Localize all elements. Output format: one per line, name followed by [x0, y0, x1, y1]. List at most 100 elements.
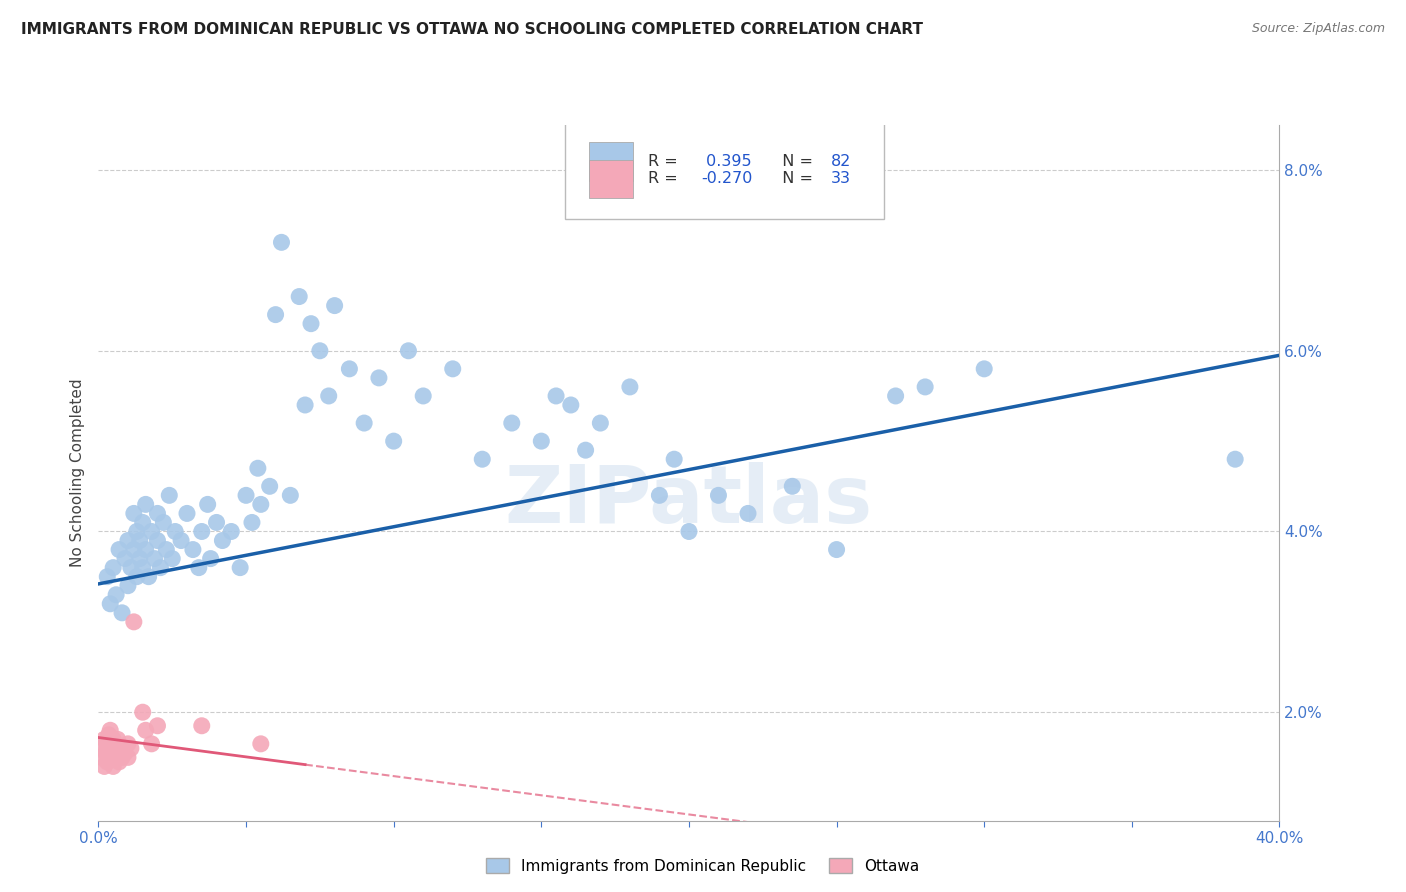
Point — [96, 569, 118, 583]
Point — [259, 479, 281, 493]
Point — [125, 569, 148, 583]
Point — [278, 488, 302, 502]
Point — [94, 746, 117, 760]
Point — [589, 416, 612, 430]
Point — [619, 380, 641, 394]
Point — [114, 551, 136, 566]
Point — [412, 389, 434, 403]
Point — [318, 389, 340, 403]
Point — [337, 362, 360, 376]
Point — [93, 759, 115, 773]
Point — [574, 443, 596, 458]
Point — [98, 741, 121, 756]
Point — [181, 542, 204, 557]
Point — [103, 560, 125, 574]
Text: N =: N = — [772, 171, 818, 186]
Point — [128, 533, 150, 548]
Point — [146, 507, 169, 521]
Point — [914, 380, 936, 394]
Point — [441, 362, 464, 376]
Text: N =: N = — [772, 154, 818, 169]
Point — [309, 343, 332, 358]
Point — [152, 516, 174, 530]
Legend: Immigrants from Dominican Republic, Ottawa: Immigrants from Dominican Republic, Otta… — [479, 852, 927, 880]
Point — [270, 235, 292, 250]
Point — [117, 737, 139, 751]
Text: R =: R = — [648, 154, 682, 169]
Point — [143, 551, 166, 566]
Point — [146, 533, 169, 548]
Point — [546, 389, 568, 403]
Point — [107, 732, 129, 747]
Point — [288, 289, 311, 303]
Point — [114, 746, 136, 760]
Point — [219, 524, 243, 539]
Point — [132, 705, 155, 719]
Text: IMMIGRANTS FROM DOMINICAN REPUBLIC VS OTTAWA NO SCHOOLING COMPLETED CORRELATION : IMMIGRANTS FROM DOMINICAN REPUBLIC VS OT… — [21, 22, 924, 37]
Point — [250, 737, 273, 751]
Point — [197, 497, 219, 511]
Point — [111, 606, 134, 620]
Point — [149, 560, 172, 574]
Point — [560, 398, 582, 412]
Point — [235, 488, 257, 502]
Point — [91, 737, 114, 751]
Point — [98, 723, 121, 738]
Point — [664, 452, 686, 467]
Point — [229, 560, 252, 574]
Text: ZIPatlas: ZIPatlas — [505, 461, 873, 540]
Point — [120, 741, 142, 756]
Point — [191, 524, 214, 539]
Point — [117, 533, 139, 548]
Point — [155, 542, 177, 557]
Point — [111, 741, 134, 756]
Y-axis label: No Schooling Completed: No Schooling Completed — [69, 378, 84, 567]
Point — [187, 560, 209, 574]
Point — [98, 597, 121, 611]
Point — [110, 746, 132, 760]
Point — [100, 746, 122, 760]
Point — [353, 416, 375, 430]
Point — [132, 560, 155, 574]
Text: 0.395: 0.395 — [700, 154, 751, 169]
FancyBboxPatch shape — [589, 142, 634, 180]
Point — [97, 750, 120, 764]
Point — [125, 524, 148, 539]
Point — [104, 741, 127, 756]
Text: R =: R = — [648, 171, 682, 186]
Point — [250, 497, 273, 511]
Point — [368, 371, 391, 385]
Point — [973, 362, 995, 376]
Point — [135, 497, 157, 511]
Point — [176, 507, 198, 521]
Point — [97, 728, 120, 742]
Point — [294, 398, 316, 412]
Point — [103, 732, 125, 747]
Point — [100, 737, 122, 751]
Point — [737, 507, 759, 521]
Point — [135, 723, 157, 738]
Point — [382, 434, 405, 449]
Point — [96, 755, 118, 769]
Point — [205, 516, 228, 530]
Point — [122, 615, 145, 629]
Point — [264, 308, 287, 322]
Point — [165, 524, 187, 539]
Point — [122, 507, 145, 521]
Point — [138, 569, 160, 583]
Point — [211, 533, 233, 548]
Point — [170, 533, 193, 548]
Point — [1223, 452, 1246, 467]
Point — [122, 542, 145, 557]
Point — [157, 488, 180, 502]
Point — [246, 461, 269, 475]
Point — [648, 488, 671, 502]
Point — [146, 719, 169, 733]
Point — [501, 416, 523, 430]
Point — [782, 479, 804, 493]
Point — [105, 750, 128, 764]
Point — [396, 343, 419, 358]
Point — [240, 516, 263, 530]
Point — [825, 542, 848, 557]
Point — [141, 737, 163, 751]
